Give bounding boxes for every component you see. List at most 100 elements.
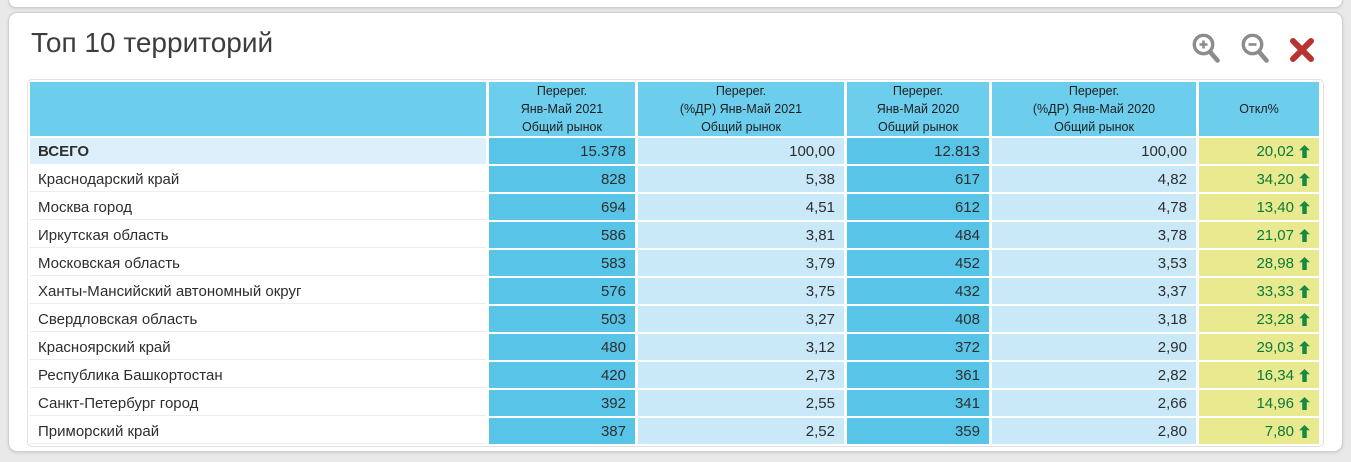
zoom-in-icon[interactable]: [1190, 31, 1222, 65]
trend-up-icon: [1299, 200, 1310, 214]
share-2021-cell: 3,27: [638, 306, 844, 333]
deviation-value: 33,33: [1256, 282, 1294, 300]
trend-up-icon: [1299, 228, 1310, 242]
deviation-value: 16,34: [1256, 366, 1294, 384]
value-2021-cell: 694: [489, 194, 635, 221]
header-share-2020[interactable]: Перерег. (%ДР) Янв-Май 2020 Общий рынок: [992, 82, 1196, 137]
deviation-value: 14,96: [1256, 394, 1294, 412]
share-2021-cell: 4,51: [638, 194, 844, 221]
share-2020-cell: 3,78: [992, 222, 1196, 249]
deviation-cell: 23,28: [1199, 306, 1319, 333]
value-2021-cell: 392: [489, 390, 635, 417]
trend-up-icon: [1299, 256, 1310, 270]
value-2020-cell: 612: [847, 194, 989, 221]
territory-cell[interactable]: ВСЕГО: [30, 138, 486, 165]
territory-cell[interactable]: Иркутская область: [30, 222, 486, 249]
table-row[interactable]: Ханты-Мансийский автономный округ 576 3,75…: [30, 278, 1321, 305]
trend-up-icon: [1299, 396, 1310, 410]
value-2020-cell: 408: [847, 306, 989, 333]
value-2020-cell: 12.813: [847, 138, 989, 165]
share-2020-cell: 2,66: [992, 390, 1196, 417]
table-header-row: Перерег. Янв-Май 2021 Общий рынок Перере…: [30, 82, 1321, 137]
value-2021-cell: 576: [489, 278, 635, 305]
share-2020-cell: 3,18: [992, 306, 1196, 333]
table-row[interactable]: Санкт-Петербург город 392 2,55 341 2,66 14,96: [30, 390, 1321, 417]
deviation-value: 7,80: [1264, 422, 1294, 440]
value-2020-cell: 452: [847, 250, 989, 277]
territory-cell[interactable]: Ханты-Мансийский автономный округ: [30, 278, 486, 305]
header-value-2020[interactable]: Перерег. Янв-Май 2020 Общий рынок: [847, 82, 989, 137]
share-2020-cell: 100,00: [992, 138, 1196, 165]
value-2020-cell: 484: [847, 222, 989, 249]
territory-cell[interactable]: Приморский край: [30, 418, 486, 445]
table-row[interactable]: Москва город 694 4,51 612 4,78 13,40: [30, 194, 1321, 221]
header-territory[interactable]: [30, 82, 486, 137]
table-row[interactable]: Московская область 583 3,79 452 3,53 28,98: [30, 250, 1321, 277]
table-body: ВСЕГО 15.378 100,00 12.813 100,00 20,02 Красно…: [30, 138, 1321, 445]
share-2021-cell: 3,79: [638, 250, 844, 277]
deviation-value: 28,98: [1256, 254, 1294, 272]
share-2020-cell: 2,90: [992, 334, 1196, 361]
value-2020-cell: 432: [847, 278, 989, 305]
share-2020-cell: 4,82: [992, 166, 1196, 193]
panel-toolbar: [1190, 27, 1316, 65]
territory-cell[interactable]: Краснодарский край: [30, 166, 486, 193]
value-2020-cell: 361: [847, 362, 989, 389]
trend-up-icon: [1299, 340, 1310, 354]
table-row[interactable]: Красноярский край 480 3,12 372 2,90 29,03: [30, 334, 1321, 361]
deviation-value: 34,20: [1256, 170, 1294, 188]
share-2020-cell: 2,80: [992, 418, 1196, 445]
table-row[interactable]: Иркутская область 586 3,81 484 3,78 21,07: [30, 222, 1321, 249]
close-icon[interactable]: [1288, 33, 1316, 63]
deviation-cell: 20,02: [1199, 138, 1319, 165]
value-2021-cell: 15.378: [489, 138, 635, 165]
value-2021-cell: 503: [489, 306, 635, 333]
territories-table: Перерег. Янв-Май 2021 Общий рынок Перере…: [27, 79, 1324, 448]
value-2021-cell: 420: [489, 362, 635, 389]
panel-header: Топ 10 территорий: [9, 13, 1342, 75]
territory-cell[interactable]: Республика Башкортостан: [30, 362, 486, 389]
share-2020-cell: 4,78: [992, 194, 1196, 221]
table-row[interactable]: Краснодарский край 828 5,38 617 4,82 34,20: [30, 166, 1321, 193]
value-2021-cell: 586: [489, 222, 635, 249]
deviation-cell: 16,34: [1199, 362, 1319, 389]
table-row[interactable]: Свердловская область 503 3,27 408 3,18 23,28: [30, 306, 1321, 333]
deviation-cell: 29,03: [1199, 334, 1319, 361]
deviation-cell: 33,33: [1199, 278, 1319, 305]
header-deviation[interactable]: Откл%: [1199, 82, 1319, 137]
share-2021-cell: 2,55: [638, 390, 844, 417]
share-2021-cell: 5,38: [638, 166, 844, 193]
territory-cell[interactable]: Красноярский край: [30, 334, 486, 361]
territory-cell[interactable]: Свердловская область: [30, 306, 486, 333]
deviation-cell: 14,96: [1199, 390, 1319, 417]
deviation-value: 23,28: [1256, 310, 1294, 328]
share-2021-cell: 3,12: [638, 334, 844, 361]
value-2020-cell: 372: [847, 334, 989, 361]
value-2020-cell: 617: [847, 166, 989, 193]
share-2021-cell: 3,75: [638, 278, 844, 305]
deviation-cell: 28,98: [1199, 250, 1319, 277]
share-2021-cell: 2,52: [638, 418, 844, 445]
value-2021-cell: 583: [489, 250, 635, 277]
table-row[interactable]: Приморский край 387 2,52 359 2,80 7,80: [30, 418, 1321, 445]
value-2020-cell: 359: [847, 418, 989, 445]
trend-up-icon: [1299, 284, 1310, 298]
trend-up-icon: [1299, 424, 1310, 438]
table-row[interactable]: ВСЕГО 15.378 100,00 12.813 100,00 20,02: [30, 138, 1321, 165]
header-value-2021[interactable]: Перерег. Янв-Май 2021 Общий рынок: [489, 82, 635, 137]
value-2021-cell: 387: [489, 418, 635, 445]
top10-territories-panel: Топ 10 территорий: [8, 12, 1343, 452]
share-2020-cell: 2,82: [992, 362, 1196, 389]
territory-cell[interactable]: Санкт-Петербург город: [30, 390, 486, 417]
value-2021-cell: 480: [489, 334, 635, 361]
trend-up-icon: [1299, 144, 1310, 158]
zoom-out-icon[interactable]: [1239, 31, 1271, 65]
territory-cell[interactable]: Москва город: [30, 194, 486, 221]
deviation-cell: 7,80: [1199, 418, 1319, 445]
deviation-cell: 13,40: [1199, 194, 1319, 221]
header-share-2021[interactable]: Перерег. (%ДР) Янв-Май 2021 Общий рынок: [638, 82, 844, 137]
share-2021-cell: 2,73: [638, 362, 844, 389]
table-row[interactable]: Республика Башкортостан 420 2,73 361 2,82 16,…: [30, 362, 1321, 389]
deviation-value: 20,02: [1256, 142, 1294, 160]
territory-cell[interactable]: Московская область: [30, 250, 486, 277]
